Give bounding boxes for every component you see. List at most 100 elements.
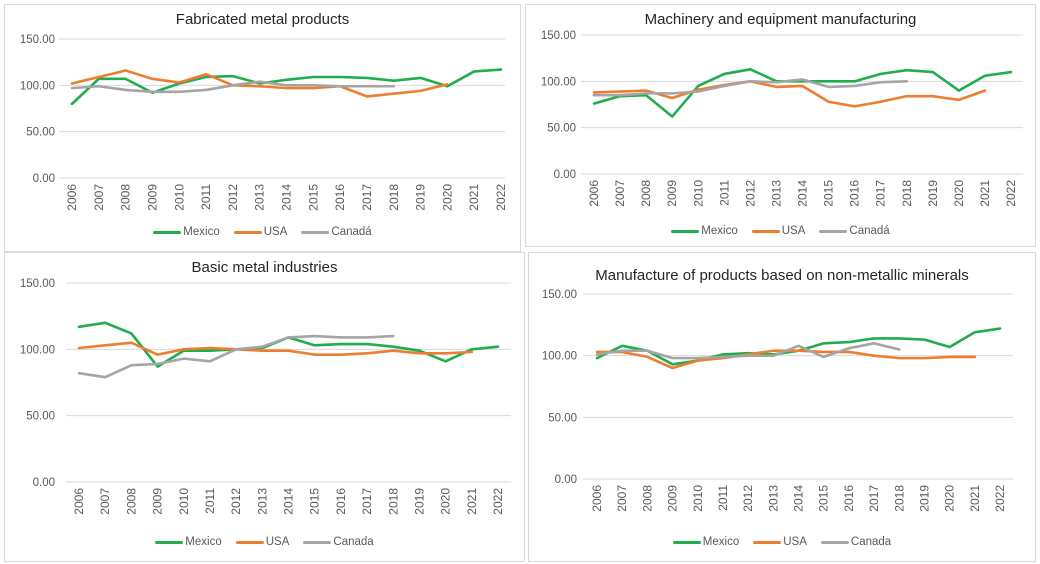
x-tick-label: 2008 (640, 485, 654, 512)
chart-title: Fabricated metal products (175, 11, 350, 28)
legend-item: Mexico (671, 225, 738, 237)
x-tick-label: 2006 (65, 184, 79, 211)
y-tick-label: 50.00 (26, 411, 55, 423)
x-tick-label: 2020 (439, 488, 453, 515)
series-line-canada (77, 334, 395, 379)
x-tick-label: 2009 (145, 184, 159, 211)
legend-item: Canadá (301, 226, 372, 238)
legend-item: USA (233, 226, 288, 238)
x-tick-label: 2022 (1004, 180, 1018, 207)
plot-area: 0.00 50.00 100.00 150.00 2006 2007 2008 2009 201… (20, 278, 511, 515)
legend-swatch (819, 229, 848, 233)
legend-item: USA (751, 225, 806, 237)
x-tick-label: 2007 (613, 180, 627, 207)
x-tick-label: 2007 (615, 485, 629, 512)
x-tick-label: 2019 (926, 180, 940, 207)
x-tick-label: 2009 (666, 485, 680, 512)
legend-label: USA (781, 225, 806, 237)
legend-swatch (235, 540, 264, 544)
x-tick-label: 2008 (639, 180, 653, 207)
plot-area: 0.00 50.00 100.00 150.00 2006 2007 2008 2009 201… (541, 30, 1023, 207)
x-tick-label: 2019 (917, 485, 931, 512)
series-line-usa (77, 341, 474, 356)
x-tick-label: 2013 (769, 180, 783, 207)
x-tick-label: 2018 (387, 184, 401, 211)
legend-swatch (820, 540, 849, 544)
x-tick-label: 2014 (792, 485, 806, 512)
x-tick-label: 2012 (229, 488, 243, 515)
x-tick-label: 2020 (943, 485, 957, 512)
plot-area: 0.00 50.00 100.00 150.00 2006 2007 2008 2009 201… (542, 289, 1013, 512)
x-tick-label: 2018 (386, 488, 400, 515)
legend-label: USA (265, 536, 290, 548)
series-line-canada (595, 342, 901, 360)
x-tick-label: 2010 (691, 180, 705, 207)
x-tick-label: 2017 (874, 180, 888, 207)
x-tick-label: 2013 (766, 485, 780, 512)
legend-label: Mexico (702, 536, 740, 548)
y-tick-label: 50.00 (547, 123, 576, 135)
x-tick-label: 2016 (333, 184, 347, 211)
legend-item: Canadá (819, 225, 890, 237)
x-tick-label: 2021 (465, 488, 479, 515)
legend-label: USA (783, 536, 807, 548)
legend-swatch (303, 540, 332, 544)
x-tick-label: 2016 (842, 485, 856, 512)
x-tick-label: 2013 (255, 488, 269, 515)
legend-swatch (751, 229, 780, 233)
x-tick-label: 2016 (334, 488, 348, 515)
x-tick-label: 2010 (177, 488, 191, 515)
legend: Mexico USA Canadá (5, 226, 520, 238)
x-tick-label: 2015 (822, 180, 836, 207)
legend-swatch (671, 229, 700, 233)
x-tick-label: 2010 (172, 184, 186, 211)
series-line-canadá (592, 78, 909, 97)
y-tick-label: 150.00 (541, 30, 576, 42)
series-line-mexico (77, 321, 500, 368)
x-tick-label: 2015 (817, 485, 831, 512)
x-tick-label: 2006 (590, 485, 604, 512)
x-tick-label: 2020 (440, 184, 454, 211)
x-tick-label: 2008 (119, 184, 133, 211)
x-tick-label: 2012 (743, 180, 757, 207)
x-tick-label: 2012 (226, 184, 240, 211)
x-tick-label: 2011 (716, 485, 730, 511)
x-tick-label: 2017 (360, 488, 374, 515)
y-tick-label: 100.00 (542, 351, 577, 363)
y-tick-label: 150.00 (20, 34, 55, 46)
x-tick-label: 2013 (253, 184, 267, 211)
x-tick-label: 2015 (306, 184, 320, 211)
legend-swatch (301, 230, 330, 234)
legend-swatch (233, 230, 262, 234)
legend-item: Mexico (672, 536, 740, 548)
legend-label: Canada (850, 536, 892, 548)
legend-swatch (753, 540, 782, 544)
legend-swatch (155, 540, 184, 544)
legend-label: Canadá (849, 225, 890, 237)
chart-title: Basic metal industries (191, 259, 338, 276)
chart-fabricated-metal: Fabricated metal products 0.00 50.00 100.00… (4, 4, 521, 252)
legend-label: Mexico (185, 536, 222, 548)
x-tick-label: 2009 (151, 488, 165, 515)
y-tick-label: 0.00 (33, 477, 55, 489)
x-tick-label: 2018 (900, 180, 914, 207)
x-tick-label: 2007 (98, 488, 112, 515)
x-tick-label: 2016 (848, 180, 862, 207)
legend-item: Canada (820, 536, 892, 548)
x-tick-label: 2015 (308, 488, 322, 515)
y-tick-label: 0.00 (33, 173, 55, 185)
series-line-mexico (592, 67, 1013, 118)
y-tick-label: 100.00 (541, 76, 576, 88)
legend-label: USA (263, 226, 288, 238)
x-tick-label: 2011 (717, 180, 731, 206)
legend: Mexico USA Canadá (526, 225, 1035, 237)
legend-item: Mexico (153, 226, 220, 238)
legend: Mexico USA Canada (5, 536, 524, 548)
legend-item: USA (235, 536, 290, 548)
legend: Mexico USA Canada (529, 536, 1035, 548)
plot-area: 0.00 50.00 100.00 150.00 2006 2007 2008 2009 201… (20, 34, 508, 211)
x-tick-label: 2017 (867, 485, 881, 512)
legend-label: Mexico (183, 226, 220, 238)
y-tick-label: 0.00 (554, 169, 576, 181)
